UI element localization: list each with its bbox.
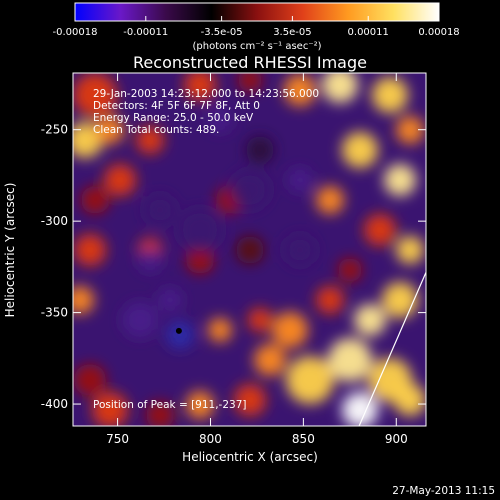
y-tick-label: -350 — [41, 306, 68, 320]
plot-area — [73, 73, 426, 426]
y-tick-label: -400 — [41, 397, 68, 411]
y-axis: -250 -300 -350 -400 — [41, 123, 426, 411]
source-marker — [175, 327, 182, 334]
x-tick-label: 750 — [106, 432, 129, 446]
colorbar-tick-label: 0.00011 — [348, 27, 389, 38]
plot-frame — [72, 72, 427, 427]
colorbar-ticks: -0.00018 -0.00011 -3.5e-05 3.5e-05 0.00011 0.… — [53, 16, 460, 38]
x-tick-label: 800 — [199, 432, 222, 446]
chart-title: Reconstructed RHESSI Image — [133, 53, 367, 72]
x-axis: 750 800 850 900 — [106, 73, 408, 446]
annotation-method: Clean Total counts: 489. — [93, 124, 219, 136]
annotation-energy: Energy Range: 25.0 - 50.0 keV — [93, 112, 254, 124]
solar-limb-line — [358, 272, 426, 426]
x-axis-label: Heliocentric X (arcsec) — [182, 450, 318, 464]
footer-timestamp: 27-May-2013 11:15 — [392, 485, 495, 497]
x-tick-label: 850 — [292, 432, 315, 446]
colorbar-tick-label: -0.00018 — [53, 27, 98, 38]
colorbar-units-label: (photons cm⁻² s⁻¹ asec⁻²) — [192, 41, 321, 52]
x-tick-label: 900 — [385, 432, 408, 446]
colorbar-tick-label: 0.00018 — [418, 27, 459, 38]
colorbar-tick-label: -3.5e-05 — [201, 27, 243, 38]
colorbar-tick-label: -0.00011 — [123, 27, 168, 38]
y-tick-label: -300 — [41, 214, 68, 228]
y-tick-label: -250 — [41, 123, 68, 137]
colorbar-tick-label: 3.5e-05 — [273, 27, 311, 38]
annotation-detectors: Detectors: 4F 5F 6F 7F 8F, Att 0 — [93, 100, 260, 112]
colorbar — [74, 2, 440, 22]
annotation-time-range: 29-Jan-2003 14:23:12.000 to 14:23:56.000 — [93, 88, 319, 100]
annotation-peak: Position of Peak = [911,-237] — [93, 399, 247, 411]
y-axis-label: Heliocentric Y (arcsec) — [3, 183, 17, 318]
